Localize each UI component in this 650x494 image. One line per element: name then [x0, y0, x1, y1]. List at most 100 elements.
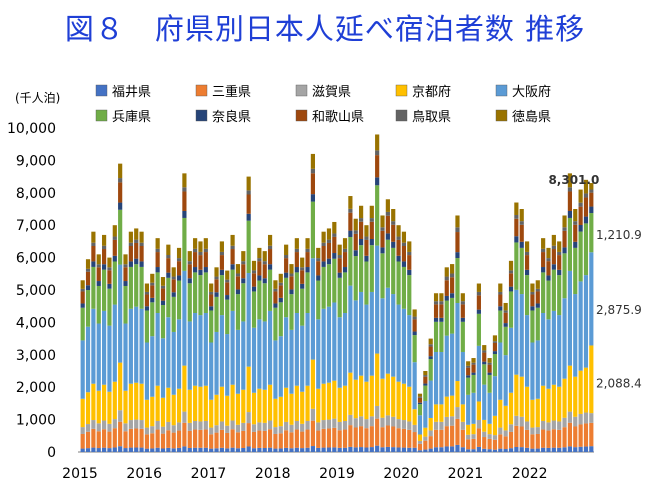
- bar-segment: [289, 294, 294, 330]
- legend-swatch: [195, 109, 208, 122]
- bar-segment: [503, 405, 508, 431]
- bar-segment: [482, 361, 487, 365]
- bar-segment: [332, 233, 337, 237]
- bar-segment: [80, 280, 85, 289]
- bar-segment: [359, 426, 364, 448]
- bar-segment: [583, 412, 589, 424]
- bar-segment: [160, 433, 166, 449]
- bar-segment: [214, 425, 219, 433]
- bar-segment: [267, 310, 273, 385]
- bar-segment: [80, 303, 85, 308]
- bar-segment: [230, 384, 235, 421]
- bar-segment: [364, 261, 369, 305]
- bar-segment: [375, 445, 380, 452]
- bar-segment: [407, 255, 412, 270]
- bar-segment: [246, 190, 251, 195]
- bar-segment: [80, 307, 85, 341]
- bar-segment: [541, 313, 546, 386]
- bar-segment: [235, 294, 241, 330]
- bar-segment: [289, 393, 294, 425]
- bar-segment: [187, 422, 192, 431]
- bar-segment: [123, 323, 128, 391]
- bar-segment: [123, 285, 128, 324]
- legend-label: 大阪府: [512, 85, 551, 100]
- bar-segment: [262, 261, 267, 265]
- bar-segment: [503, 436, 508, 450]
- bar-segment: [460, 421, 465, 430]
- bar-segment: [487, 372, 492, 375]
- bar-segment: [503, 323, 508, 327]
- bar-segment: [450, 333, 455, 396]
- bar-segment: [230, 249, 235, 265]
- bar-segment: [541, 272, 546, 313]
- bar-segment: [562, 417, 567, 428]
- bar-segment: [401, 420, 407, 429]
- bar-segment: [267, 384, 273, 421]
- bar-segment: [294, 447, 299, 452]
- bar-segment: [412, 319, 417, 332]
- bar-segment: [492, 354, 498, 377]
- bar-segment: [284, 387, 289, 422]
- bar-segment: [139, 447, 144, 452]
- bar-segment: [530, 434, 535, 449]
- bar-segment: [123, 264, 128, 268]
- bar-segment: [567, 365, 572, 412]
- bar-segment: [433, 351, 439, 405]
- bar-segment: [444, 446, 449, 452]
- bar-segment: [118, 209, 123, 265]
- bar-segment: [498, 427, 503, 435]
- bar-segment: [455, 418, 460, 445]
- bar-segment: [326, 447, 332, 452]
- bar-segment: [391, 224, 396, 242]
- bar-segment: [230, 269, 235, 311]
- bar-segment: [144, 399, 150, 428]
- bar-segment: [278, 285, 283, 298]
- bar-segment: [573, 376, 578, 417]
- bar-segment: [102, 384, 107, 421]
- bar-segment: [578, 281, 583, 371]
- bar-segment: [85, 326, 91, 393]
- bar-segment: [230, 234, 235, 246]
- bar-segment: [278, 426, 283, 434]
- bar-segment: [123, 281, 128, 286]
- bar-segment: [514, 202, 519, 215]
- bar-segment: [134, 228, 139, 240]
- bar-segment: [460, 447, 465, 452]
- bar-segment: [337, 387, 342, 422]
- bar-segment: [257, 319, 262, 389]
- bar-segment: [546, 422, 551, 431]
- bar-segment: [262, 430, 267, 448]
- bar-segment: [321, 383, 326, 421]
- legend-label: 兵庫県: [112, 110, 151, 125]
- bar-segment: [455, 232, 460, 253]
- bar-segment: [562, 378, 567, 418]
- bar-segment: [85, 290, 91, 327]
- bar-segment: [492, 439, 498, 450]
- bar-segment: [139, 266, 144, 309]
- bar-segment: [433, 404, 439, 422]
- bar-segment: [182, 217, 187, 271]
- bar-segment: [289, 264, 294, 274]
- bar-segment: [342, 248, 348, 253]
- bar-segment: [91, 428, 96, 448]
- bar-segment: [530, 342, 535, 400]
- bar-segment: [209, 291, 214, 295]
- bar-segment: [235, 276, 241, 290]
- bar-segment: [482, 352, 487, 362]
- bar-segment: [166, 272, 171, 278]
- bar-segment: [364, 225, 369, 237]
- bar-segment: [562, 227, 567, 231]
- bar-segment: [310, 168, 315, 174]
- bar-segment: [487, 358, 492, 363]
- bar-segment: [198, 275, 203, 316]
- bar-segment: [155, 313, 160, 386]
- bar-segment: [407, 251, 412, 256]
- bar-segment: [364, 304, 369, 382]
- bar-segment: [353, 447, 358, 452]
- bar-segment: [209, 399, 214, 428]
- bar-segment: [460, 301, 465, 305]
- bar-segment: [225, 448, 230, 452]
- bar-segment: [433, 304, 439, 318]
- bar-segment: [396, 419, 401, 429]
- legend-label: 奈良県: [212, 109, 251, 125]
